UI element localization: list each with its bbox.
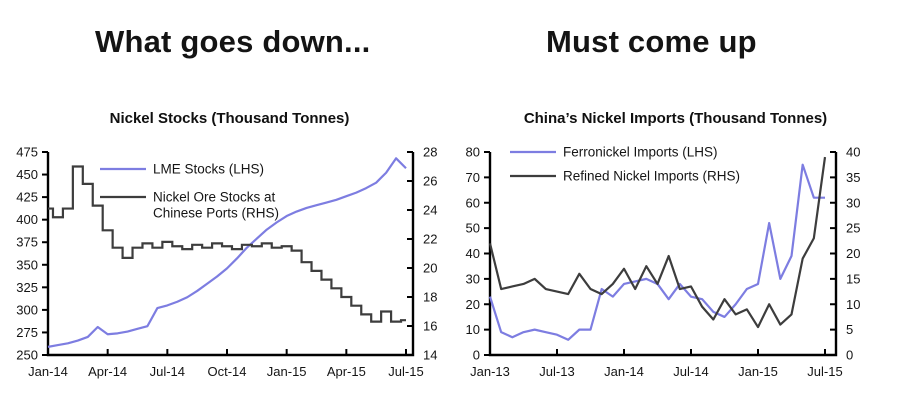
svg-text:Jan-14: Jan-14: [28, 364, 68, 379]
svg-text:Jul-13: Jul-13: [539, 364, 574, 379]
svg-text:450: 450: [16, 167, 38, 182]
svg-text:0: 0: [846, 348, 853, 363]
svg-text:275: 275: [16, 325, 38, 340]
svg-text:20: 20: [466, 297, 480, 312]
chart-svg-china-nickel-imports: 0 10 20 30 40 50 60 70 80 0 5 10 15 20 25 30 35 40 Jan-13 J…: [466, 145, 861, 380]
svg-text:30: 30: [466, 271, 480, 286]
headline-left: What goes down...: [95, 24, 371, 59]
chart-china-nickel-imports: China’s Nickel Imports (Thousand Tonnes)…: [448, 106, 900, 390]
svg-text:25: 25: [846, 221, 860, 236]
svg-text:Jul-14: Jul-14: [673, 364, 708, 379]
svg-text:Jan-14: Jan-14: [604, 364, 644, 379]
svg-text:14: 14: [423, 348, 437, 363]
svg-text:Ferronickel Imports (LHS): Ferronickel Imports (LHS): [563, 145, 718, 160]
svg-text:70: 70: [466, 170, 480, 185]
svg-text:20: 20: [423, 261, 437, 276]
svg-text:30: 30: [846, 195, 860, 210]
svg-text:20: 20: [846, 246, 860, 261]
svg-text:10: 10: [846, 297, 860, 312]
svg-text:22: 22: [423, 232, 437, 247]
svg-text:Chinese Ports (RHS): Chinese Ports (RHS): [153, 206, 279, 221]
svg-text:Refined Nickel Imports (RHS): Refined Nickel Imports (RHS): [563, 169, 740, 184]
svg-text:60: 60: [466, 195, 480, 210]
svg-text:35: 35: [846, 170, 860, 185]
svg-text:26: 26: [423, 174, 437, 189]
svg-text:Oct-14: Oct-14: [207, 364, 246, 379]
svg-text:425: 425: [16, 190, 38, 205]
svg-text:Nickel Ore Stocks at: Nickel Ore Stocks at: [153, 190, 276, 205]
svg-text:Apr-14: Apr-14: [88, 364, 127, 379]
svg-text:28: 28: [423, 145, 437, 160]
svg-text:40: 40: [846, 145, 860, 160]
svg-text:Jul-14: Jul-14: [150, 364, 185, 379]
chart-nickel-stocks: Nickel Stocks (Thousand Tonnes) 250 275 30…: [2, 106, 457, 390]
svg-text:24: 24: [423, 203, 437, 218]
svg-text:16: 16: [423, 319, 437, 334]
svg-text:Jul-15: Jul-15: [388, 364, 423, 379]
svg-text:400: 400: [16, 212, 38, 227]
svg-text:Jul-15: Jul-15: [807, 364, 842, 379]
svg-text:350: 350: [16, 257, 38, 272]
svg-text:Jan-13: Jan-13: [470, 364, 510, 379]
svg-text:Jan-15: Jan-15: [267, 364, 307, 379]
svg-text:325: 325: [16, 280, 38, 295]
chart-svg-nickel-stocks: 250 275 300 325 350 375 400 425 450 475 14 16 18 20 22…: [16, 145, 437, 380]
svg-text:5: 5: [846, 322, 853, 337]
svg-text:475: 475: [16, 145, 38, 160]
svg-text:50: 50: [466, 221, 480, 236]
svg-text:40: 40: [466, 246, 480, 261]
headline-right: Must come up: [546, 24, 757, 59]
svg-text:0: 0: [473, 348, 480, 363]
svg-text:375: 375: [16, 235, 38, 250]
svg-text:10: 10: [466, 322, 480, 337]
svg-text:80: 80: [466, 145, 480, 160]
svg-text:Apr-15: Apr-15: [327, 364, 366, 379]
svg-text:250: 250: [16, 348, 38, 363]
svg-text:18: 18: [423, 290, 437, 305]
chart-title-china-nickel-imports: China’s Nickel Imports (Thousand Tonnes): [523, 110, 828, 127]
svg-text:LME Stocks (LHS): LME Stocks (LHS): [153, 162, 264, 177]
svg-text:Jan-15: Jan-15: [738, 364, 778, 379]
svg-text:15: 15: [846, 271, 860, 286]
chart-title-nickel-stocks: Nickel Stocks (Thousand Tonnes): [109, 110, 350, 127]
svg-text:300: 300: [16, 302, 38, 317]
